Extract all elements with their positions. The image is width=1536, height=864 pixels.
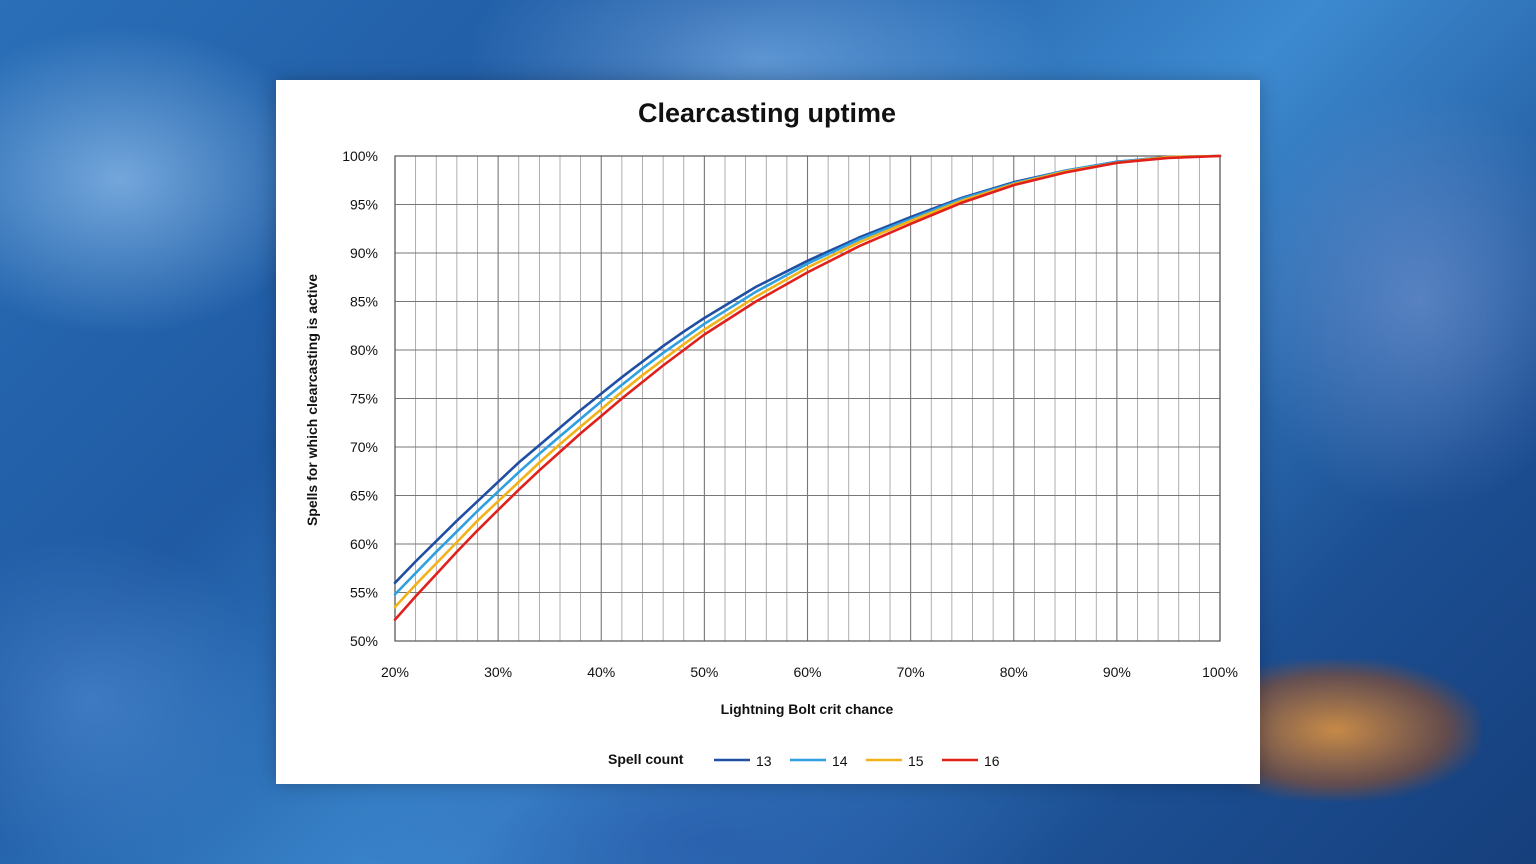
grid-lines (394, 155, 1221, 642)
x-tick-label: 50% (690, 664, 718, 680)
y-axis-label: Spells for which clearcasting is active (304, 274, 320, 526)
y-tick-label: 75% (350, 391, 378, 407)
y-tick-label: 50% (350, 633, 378, 649)
y-tick-label: 85% (350, 294, 378, 310)
chart-title: Clearcasting uptime (638, 98, 896, 128)
series-line-16 (393, 154, 1222, 622)
y-tick-label: 90% (350, 245, 378, 261)
x-tick-label: 30% (484, 664, 512, 680)
y-tick-label: 100% (342, 148, 378, 164)
line-chart: Clearcasting uptime 20% 30% 40% 50% 60% 70% 80… (304, 98, 1238, 769)
legend-label-13: 13 (756, 753, 772, 769)
y-tick-label: 95% (350, 197, 378, 213)
series-lines (393, 154, 1222, 622)
y-tick-label: 60% (350, 536, 378, 552)
chart-panel: Clearcasting uptime 20% 30% 40% 50% 60% 70% 80… (276, 80, 1260, 784)
x-tick-label: 70% (897, 664, 925, 680)
legend-label-14: 14 (832, 753, 848, 769)
x-tick-labels: 20% 30% 40% 50% 60% 70% 80% 90% 100% (381, 664, 1238, 680)
y-tick-label: 70% (350, 439, 378, 455)
x-tick-label: 40% (587, 664, 615, 680)
legend: 13 14 15 16 (714, 753, 1000, 769)
y-tick-label: 65% (350, 488, 378, 504)
x-tick-label: 80% (1000, 664, 1028, 680)
x-tick-label: 100% (1202, 664, 1238, 680)
plot-area-border (394, 155, 1221, 642)
legend-title: Spell count (608, 751, 684, 767)
legend-label-15: 15 (908, 753, 924, 769)
x-axis-label: Lightning Bolt crit chance (721, 701, 894, 717)
y-tick-label: 55% (350, 585, 378, 601)
y-tick-labels: 50% 55% 60% 65% 70% 75% 80% 85% 90% 95% 100% (342, 148, 378, 649)
x-tick-label: 60% (793, 664, 821, 680)
x-tick-label: 20% (381, 664, 409, 680)
legend-label-16: 16 (984, 753, 1000, 769)
x-tick-label: 90% (1103, 664, 1131, 680)
y-tick-label: 80% (350, 342, 378, 358)
